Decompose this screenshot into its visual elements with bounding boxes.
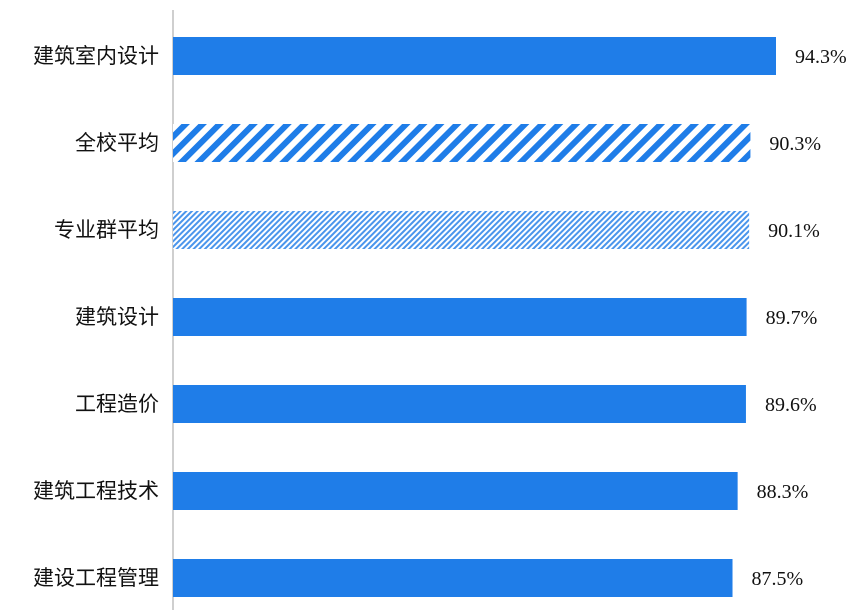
- category-label-5: 建筑工程技术: [33, 479, 159, 503]
- bar-2: [173, 211, 750, 249]
- bar-3: [173, 298, 747, 336]
- bar-5: [173, 472, 738, 510]
- category-label-4: 工程造价: [75, 392, 159, 416]
- bar-0: [173, 37, 776, 75]
- category-label-1: 全校平均: [75, 131, 159, 155]
- value-label-6: 87.5%: [752, 568, 804, 590]
- value-label-5: 88.3%: [757, 481, 809, 503]
- value-label-0: 94.3%: [795, 46, 847, 68]
- bar-4: [173, 385, 746, 423]
- value-label-3: 89.7%: [766, 307, 818, 329]
- value-label-2: 90.1%: [768, 220, 820, 242]
- category-label-0: 建筑室内设计: [33, 44, 159, 68]
- value-label-1: 90.3%: [769, 133, 821, 155]
- category-label-2: 专业群平均: [54, 218, 159, 242]
- category-label-3: 建筑设计: [75, 305, 159, 329]
- bar-6: [173, 559, 733, 597]
- category-label-6: 建设工程管理: [33, 566, 159, 590]
- value-label-4: 89.6%: [765, 394, 817, 416]
- bar-1: [173, 124, 751, 162]
